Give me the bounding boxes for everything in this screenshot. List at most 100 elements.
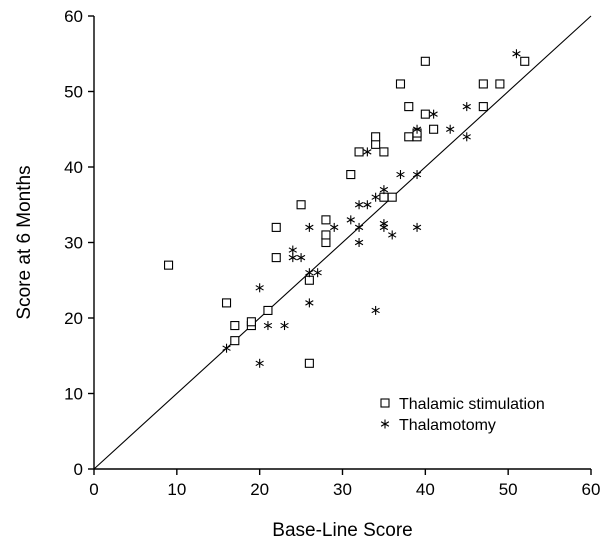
asterisk-stroke [305,224,314,231]
asterisk-stroke [363,202,372,208]
y-axis-title: Score at 6 Months [14,165,35,319]
x-tick-label: 0 [89,480,98,499]
plot-area [93,15,592,470]
series-thalamic-stimulation [164,56,530,368]
data-point-asterisk [263,321,273,331]
asterisk-stroke [354,224,364,231]
x-tick-label: 20 [250,480,269,499]
legend-item: Thalamic stimulation [380,396,545,413]
data-point-asterisk [371,192,380,202]
data-point-square [495,79,505,89]
data-point-square [404,132,414,142]
asterisk-stroke [379,186,389,193]
legend: Thalamic stimulation Thalamotomy [380,396,545,434]
data-point-square [420,56,430,66]
y-tick-label: 50 [64,83,83,102]
y-tick-label: 60 [64,7,83,26]
asterisk-stroke [446,126,455,132]
data-point-asterisk [354,200,364,210]
data-point-asterisk [346,215,355,225]
data-point-asterisk [255,283,264,293]
legend-label: Thalamotomy [399,417,496,434]
data-point-asterisk [396,170,405,180]
data-point-asterisk [412,222,422,232]
data-point-square [520,56,530,66]
asterisk-stroke [288,247,297,253]
data-point-asterisk [512,49,521,59]
y-tick-label: 10 [64,385,83,404]
data-point-square [404,102,414,112]
legend-marker-square [380,398,390,408]
asterisk-stroke [388,232,397,238]
data-point-asterisk [363,200,372,210]
x-tick-label: 50 [499,480,518,499]
y-tick-label: 30 [64,234,83,253]
x-tick-label: 60 [582,480,601,499]
asterisk-stroke [354,202,364,208]
x-tick-label: 30 [333,480,352,499]
asterisk-stroke [263,322,273,329]
data-point-asterisk [305,298,314,308]
data-point-asterisk [363,147,372,157]
asterisk-stroke [371,194,380,200]
asterisk-stroke [330,224,339,231]
asterisk-stroke [222,345,231,351]
data-point-asterisk [222,343,231,353]
data-point-square [304,358,314,368]
data-point-square [387,192,397,202]
data-point-asterisk [429,109,438,119]
asterisk-stroke [412,171,422,178]
data-point-asterisk [412,170,422,180]
data-point-square [371,132,381,142]
data-point-square [321,230,331,240]
y-tick-label: 40 [64,158,83,177]
x-tick-label: 10 [167,480,186,499]
asterisk-stroke [363,149,372,155]
y-tick-label: 20 [64,309,83,328]
data-point-square [304,275,314,285]
data-point-square [230,336,240,346]
asterisk-stroke [255,360,264,367]
data-point-square [271,222,281,232]
data-point-asterisk [412,124,422,134]
asterisk-stroke [462,134,471,140]
data-point-asterisk [255,358,264,368]
data-point-asterisk [462,102,471,112]
data-point-asterisk [462,132,471,142]
asterisk-stroke [371,307,380,314]
data-point-square [429,124,439,134]
asterisk-stroke [396,171,405,178]
legend-item: Thalamotomy [380,417,496,434]
x-axis-title: Base-Line Score [272,520,412,541]
y-tick-label: 0 [74,460,83,479]
data-point-square [263,305,273,316]
data-point-square [478,79,488,89]
data-point-square [395,79,406,89]
data-point-square [221,298,232,308]
asterisk-stroke [288,254,297,261]
data-point-square [379,147,389,157]
data-point-square [354,147,364,157]
asterisk-stroke [346,217,355,223]
asterisk-stroke [462,103,471,110]
data-point-square [371,139,381,149]
data-point-square [230,320,240,331]
asterisk-stroke [379,220,389,227]
data-point-asterisk [296,253,306,263]
data-point-asterisk [446,124,455,134]
asterisk-stroke [354,239,364,246]
asterisk-stroke [305,269,314,276]
asterisk-stroke [429,111,438,117]
data-point-asterisk [354,222,364,232]
legend-marker-asterisk [380,419,390,429]
legend-label: Thalamic stimulation [399,396,545,413]
data-point-asterisk [379,185,389,195]
data-point-square [379,192,389,202]
data-point-asterisk [305,268,314,278]
asterisk-stroke [296,254,306,261]
data-point-asterisk [330,222,339,232]
x-tick-label: 40 [416,480,435,499]
asterisk-stroke [380,421,390,427]
data-point-square [296,200,306,210]
